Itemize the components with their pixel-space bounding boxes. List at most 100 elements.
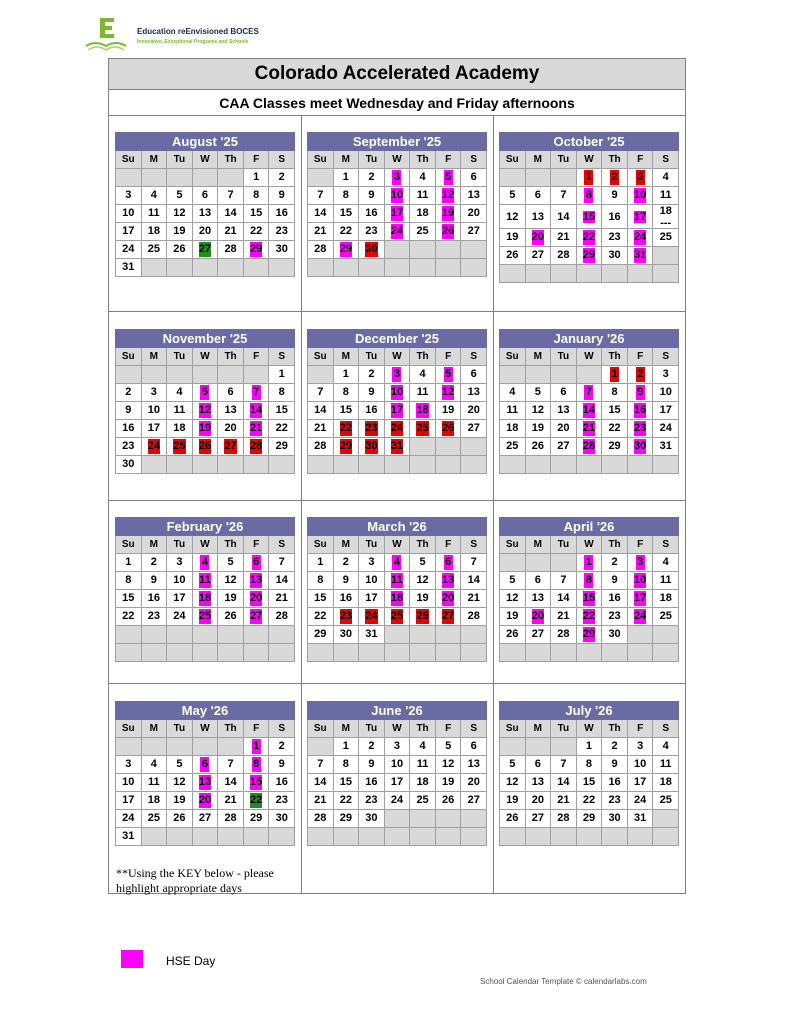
empty-day-cell [218,828,244,846]
day-cell: 12 [500,590,526,608]
day-number: 24 [390,224,404,239]
day-cell: 31 [627,810,654,828]
day-number: 6 [201,189,209,201]
empty-day-cell [500,169,526,187]
weekday-header: M [333,151,360,169]
empty-day-cell [627,456,654,474]
day-cell: 20 [525,792,552,810]
month-grid: Su M Tu W Th F S 1 2 3 4 5 6 7 8 9 10 11 12 13 14 15 16 17 18 19 2… [115,536,295,662]
day-number: 1 [125,556,132,568]
empty-day-cell [333,456,360,474]
day-cell: 3 [116,187,142,205]
day-cell: 23 [333,608,360,626]
day-cell: 12 [500,205,526,229]
day-number: 14 [582,403,596,418]
day-cell: 14 [308,205,334,223]
day-number: 7 [227,189,234,201]
day-cell: 28 [308,241,334,259]
empty-day-cell [500,554,526,572]
day-cell: 25 [167,438,193,456]
day-cell: 15 [243,205,270,223]
day-cell: 25 [410,792,436,810]
day-cell: 26 [525,438,552,456]
day-cell: 31 [627,247,654,265]
weekday-header: Su [116,536,142,554]
day-number: 20 [250,591,263,606]
day-cell: 2 [141,554,168,572]
empty-day-cell [525,169,552,187]
empty-day-cell [333,644,360,662]
day-number: 8 [342,189,349,201]
day-cell: 14 [551,774,577,792]
day-cell: 29 [333,810,360,828]
empty-day-cell [525,456,552,474]
day-number: 9 [611,758,618,770]
day-number: 10 [659,386,672,398]
day-cell: 4 [653,554,679,572]
empty-day-cell [602,828,628,846]
day-cell: 8 [576,756,603,774]
day-number: 2 [611,556,618,568]
day-cell: 8 [576,572,603,590]
day-number: 12 [198,403,212,418]
day-number: 1 [585,740,593,752]
day-cell: 27 [525,626,552,644]
day-cell: 5 [500,572,526,590]
day-cell: 12 [192,402,219,420]
weekday-header: M [333,720,360,738]
day-cell: 23 [359,792,385,810]
day-number: 1 [253,171,260,183]
day-number: 10 [173,574,186,586]
day-cell: 30 [333,626,360,644]
day-number: 4 [509,386,516,398]
day-cell: 24 [384,223,411,241]
day-cell: 23 [602,229,628,247]
day-cell: 16 [602,774,628,792]
day-number: 22 [339,421,352,436]
day-number: 17 [390,206,404,221]
day-cell: 22 [308,608,334,626]
day-number: 18 [147,794,160,806]
day-cell: 20 [525,608,552,626]
day-number: 25 [173,439,186,454]
day-cell: 31 [359,626,385,644]
day-cell: 15 [576,205,603,229]
day-cell: 5 [192,384,219,402]
empty-day-cell [653,247,679,265]
day-cell: 14 [576,402,603,420]
day-number: 26 [531,440,544,452]
day-cell: 6 [243,554,270,572]
empty-day-cell [525,828,552,846]
day-number: 17 [173,592,186,604]
day-cell: 14 [243,402,270,420]
day-cell: 17 [384,402,411,420]
day-cell: 17 [627,774,654,792]
day-number: 17 [390,403,404,418]
empty-day-cell [551,644,577,662]
day-number: 16 [275,776,288,788]
day-cell: 29 [243,810,270,828]
day-cell: 21 [551,229,577,247]
day-number: 2 [368,368,375,380]
weekday-header: F [243,348,270,366]
day-number: 27 [557,440,570,452]
day-cell: 26 [500,810,526,828]
day-number: 7 [227,758,234,770]
empty-day-cell [218,738,244,756]
day-cell: 8 [333,384,360,402]
day-number: 3 [368,556,375,568]
day-cell: 10 [384,384,411,402]
day-cell: 4 [500,384,526,402]
empty-day-cell [576,456,603,474]
day-number: 7 [560,574,567,586]
day-number: 31 [634,812,647,824]
day-number: 28 [314,440,327,452]
day-cell: 22 [333,223,360,241]
weekday-header: F [243,720,270,738]
empty-day-cell [627,644,654,662]
day-number: 30 [365,242,378,257]
day-cell: 3 [653,366,679,384]
day-cell: 1 [333,366,360,384]
weekday-header: S [269,348,295,366]
month-title: July '26 [499,701,679,720]
